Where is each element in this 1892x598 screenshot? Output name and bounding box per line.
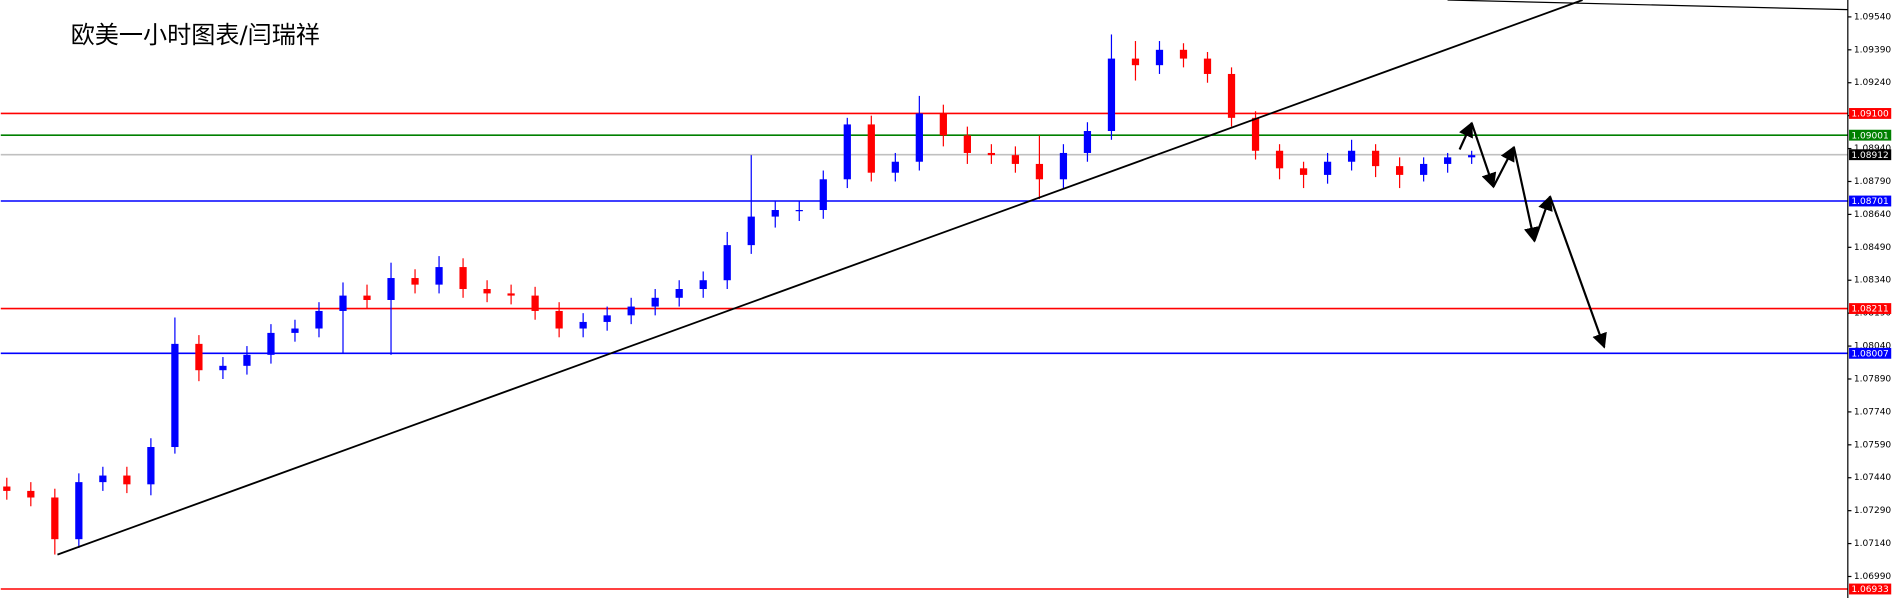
candle-body [291,328,299,333]
candle-body [147,447,155,485]
candle-body [843,124,851,180]
candle-body [1131,58,1140,66]
candle-body [1275,150,1284,169]
level-label-box [1849,149,1892,161]
candle-body [267,332,275,355]
candle-body [1011,155,1020,164]
candle-body [483,289,491,294]
level-label: 1.08912 [1851,151,1888,161]
trend-line [1447,0,1848,11]
candle-body [867,124,875,173]
candle-body [3,486,11,491]
level-label: 1.08211 [1851,305,1888,315]
candle-body [387,278,395,300]
candle-body [675,289,683,298]
y-tick-label: 1.07140 [1854,539,1892,549]
chart-title: 欧美一小时图表/闫瑞祥 [71,21,320,49]
candle-body [747,216,755,246]
candle-body [99,475,107,483]
candle-body [243,354,251,366]
candle-body [1468,155,1476,158]
y-tick-label: 1.09240 [1854,78,1892,88]
candle-body [1059,152,1068,180]
y-tick-label: 1.09540 [1854,12,1892,22]
candle-body [195,343,203,371]
candle-body [915,113,923,162]
y-tick-label: 1.09390 [1854,45,1892,55]
candle-body [219,365,227,371]
y-tick-label: 1.07740 [1854,407,1892,417]
candle-body [75,482,83,540]
candle-body [1371,150,1380,167]
candle-body [27,490,35,498]
candle-body [627,306,635,316]
candle-body [459,267,467,290]
level-label: 1.09100 [1851,110,1889,120]
candle-body [1299,168,1308,175]
y-tick-label: 1.07890 [1854,374,1892,384]
y-tick-label: 1.08640 [1854,210,1892,220]
candle-body [723,245,731,281]
candle-body [1251,117,1260,151]
candle-body [1420,163,1428,175]
candle-body [1083,131,1092,153]
candle-body [315,310,323,329]
level-label: 1.06933 [1851,585,1889,595]
candle-body [579,321,587,329]
y-tick-label: 1.06990 [1854,572,1892,582]
candle-body [507,293,515,296]
candle-body [699,280,707,290]
candle-body [987,152,995,156]
level-label-box [1849,303,1892,314]
candle-body [891,161,899,173]
candle-body [51,497,59,540]
candle-body [1107,58,1116,132]
candle-body [1323,161,1332,175]
y-tick-label: 1.07440 [1854,473,1892,483]
level-label: 1.08701 [1851,197,1888,207]
candle-body [555,310,563,329]
y-tick-label: 1.08340 [1854,276,1892,286]
level-label: 1.08007 [1851,349,1888,359]
candle-body [651,297,659,307]
candle-body [171,343,179,448]
y-tick-label: 1.08790 [1854,177,1892,187]
level-label-box [1849,583,1892,595]
level-label-box [1849,108,1892,119]
candle-body [1203,58,1212,74]
candle-body [939,113,947,136]
level-label-box [1849,129,1892,141]
candle-body [1347,150,1356,162]
candle-body [819,179,827,211]
candle-body [411,278,419,285]
candle-body [795,210,803,212]
trend-line [57,0,1583,556]
y-tick-label: 1.08490 [1854,243,1892,253]
candle-body [963,135,971,153]
candle-body [339,295,347,311]
candle-body [531,295,539,311]
candle-body [1155,49,1164,66]
level-label-box [1849,347,1892,359]
candle-body [1179,49,1188,59]
candle-body [1396,166,1404,175]
y-tick-label: 1.07590 [1854,440,1892,450]
y-tick-label: 1.07290 [1854,506,1892,516]
candle-body [603,315,611,322]
candle-body [123,475,131,485]
y-tick-label: 1.08040 [1854,342,1892,352]
candle-body [1035,163,1044,180]
candle-body [435,267,443,285]
candle-body [1227,73,1236,118]
forecast-arrows [1458,121,1607,349]
level-label: 1.09001 [1851,131,1888,141]
level-label-box [1849,195,1892,207]
y-tick-label: 1.08940 [1854,144,1892,154]
candle-body [363,295,371,300]
candle-body [1444,157,1452,164]
candle-body [771,210,779,217]
